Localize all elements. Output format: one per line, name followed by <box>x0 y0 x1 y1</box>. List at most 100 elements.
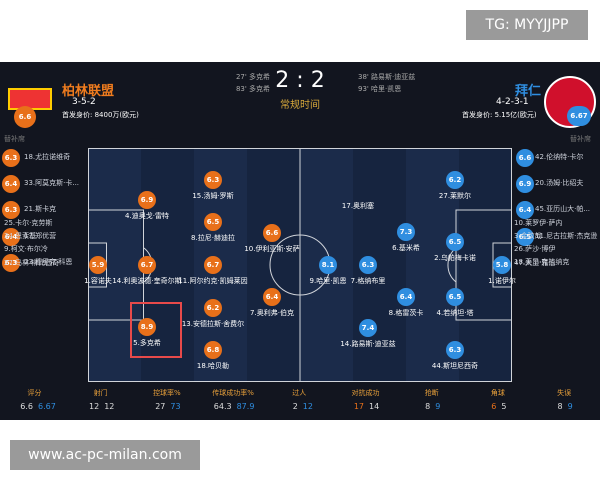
stat-label: 角球 <box>490 389 505 397</box>
stat-home: 64.3 <box>213 402 232 411</box>
home-formation: 3-5-2 <box>72 97 96 107</box>
sub-rating: 6.4 <box>516 201 534 220</box>
player-rating: 7.3 <box>397 223 415 241</box>
stat-label: 过人 <box>292 389 307 397</box>
player-name: 18.哈贝勒 <box>196 362 230 370</box>
home-goal: 27' 多克希 <box>235 73 270 81</box>
sub-name: 33.阿莫克斯·卡... <box>24 179 80 188</box>
sub-name: 21.斯卡克 <box>24 205 57 214</box>
player-name: 14.路易斯·迪亚兹 <box>340 340 396 348</box>
status: 常规时间 <box>280 100 320 111</box>
stat-away: 12 <box>302 402 313 411</box>
player-rating: 6.2 <box>204 299 222 317</box>
stat-away: 12 <box>104 402 115 411</box>
away-value: 首发身价: 5.15亿(欧元) <box>462 111 537 119</box>
player-rating: 6.3 <box>204 171 222 189</box>
stat-home: 2 <box>292 402 298 411</box>
player-rating: 6.7 <box>204 256 222 274</box>
player-rating: 5.9 <box>89 256 107 274</box>
sub-rating: 6.5 <box>516 227 534 246</box>
sub-name: 3.金玟哉 <box>514 232 542 241</box>
player-name: 7.格纳布里 <box>350 277 386 285</box>
player-name: 17.奥利塞 <box>341 202 375 210</box>
stat-home: 8 <box>425 402 431 411</box>
player-name: 27.莱默尔 <box>438 192 472 200</box>
player-rating: 7.4 <box>359 319 377 337</box>
player-rating: 6.4 <box>397 288 415 306</box>
player-rating: 6.4 <box>263 288 281 306</box>
stat-label: 评分 <box>27 389 42 397</box>
away-rating: 6.67 <box>567 106 591 126</box>
sub-name: 34.恩索基 <box>4 232 37 241</box>
sub-name: 42.伦纳特·卡尔 <box>535 153 584 161</box>
sub-name: 18.莱昂·克拉纳克 <box>514 257 570 266</box>
away-formation: 4-2-3-1 <box>496 97 529 107</box>
sub-name: 45.亚历山大·帕... <box>535 205 591 214</box>
player-name: 9.哈里·凯恩 <box>309 277 347 285</box>
player-rating: 6.7 <box>138 256 156 274</box>
bench-label: 替补席 <box>570 135 591 143</box>
highlight-box <box>130 302 182 358</box>
stat-label: 射门 <box>93 389 108 397</box>
player-rating: 6.5 <box>446 233 464 251</box>
stat-label: 传球成功率% <box>212 389 254 397</box>
stat-away: 9 <box>567 402 573 411</box>
player-name: 1.容诺夫 <box>84 277 112 285</box>
sub-name: 20.汤姆·比绍夫 <box>535 179 584 188</box>
sub-rating: 6.6 <box>516 149 534 167</box>
sub-rating: 6.3 <box>2 201 20 220</box>
stat-home: 27 <box>155 402 166 411</box>
watermark: www.ac-pc-milan.com <box>10 440 200 470</box>
player-name: 5.多克希 <box>133 339 161 347</box>
sub-name: 18.尤拉诺维奇 <box>24 153 71 161</box>
player-name: 4.若纳坦·塔 <box>436 309 474 317</box>
player-rating: 6.3 <box>446 341 464 359</box>
sub-name: 47.大卫·雅伯 <box>514 258 556 267</box>
home-name: 柏林联盟 <box>62 84 115 99</box>
player-rating: 6.3 <box>359 256 377 274</box>
away-goal: 93' 哈里·凯恩 <box>358 85 402 93</box>
watermark: TG: MYYJJPP <box>466 10 588 40</box>
sub-name: 23.穆里克·科恩 <box>24 257 73 266</box>
stat-home: 6 <box>491 402 497 411</box>
player-rating: 6.2 <box>446 171 464 189</box>
player-name: 11.阿尔约克·凯姆莱因 <box>178 277 248 285</box>
sub-name: 11.尼古拉斯·杰克逊 <box>535 231 598 240</box>
player-name: 6.基米希 <box>392 244 420 252</box>
player-name: 4.迪奥戈·雷特 <box>125 212 169 220</box>
home-goal: 83' 多克希 <box>235 85 270 93</box>
stat-label: 失误 <box>557 389 572 397</box>
player-rating: 6.9 <box>138 191 156 209</box>
sub-rating: 6.3 <box>2 149 20 167</box>
player-name: 44.斯坦尼西奇 <box>431 362 479 370</box>
stat-label: 抢断 <box>424 389 439 397</box>
stat-away: 6.67 <box>38 402 56 411</box>
stat-home: 17 <box>353 402 364 411</box>
sub-rating: 6.9 <box>516 175 534 194</box>
player-name: 10.伊利亚斯·安萨 <box>244 245 300 253</box>
player-name: 7.奥利弗·伯克 <box>250 309 294 317</box>
player-rating: 6.5 <box>446 288 464 306</box>
stat-away: 9 <box>435 402 441 411</box>
player-name: 15.汤姆·罗斯 <box>192 192 234 200</box>
sub-name: 27.马林·柳比西奇 <box>4 258 60 267</box>
stat-away: 5 <box>501 402 507 411</box>
stat-home: 8 <box>557 402 563 411</box>
stat-label: 对抗成功 <box>351 389 380 397</box>
player-rating: 8.1 <box>319 256 337 274</box>
stat-label: 控球率% <box>153 389 181 397</box>
player-name: 14.利奥波德·奎奇尔斯 <box>112 277 182 285</box>
sub-name: 25.卡尔·克劳斯 <box>4 219 53 227</box>
player-name: 1.诺伊尔 <box>488 277 516 285</box>
stat-home: 12 <box>89 402 100 411</box>
home-rating: 6.6 <box>14 106 36 128</box>
sub-name: 26.萨沙·博伊 <box>514 245 556 254</box>
sub-rating: 6.4 <box>2 175 20 194</box>
player-rating: 6.6 <box>263 224 281 242</box>
player-name: 13.安德拉斯·舍费尔 <box>181 320 245 328</box>
player-rating: 6.5 <box>204 213 222 231</box>
sub-name: 9.柯文·布尔冷 <box>4 245 48 254</box>
sub-name: 10.莱罗伊·萨内 <box>514 219 563 227</box>
player-rating: 5.8 <box>493 256 511 274</box>
